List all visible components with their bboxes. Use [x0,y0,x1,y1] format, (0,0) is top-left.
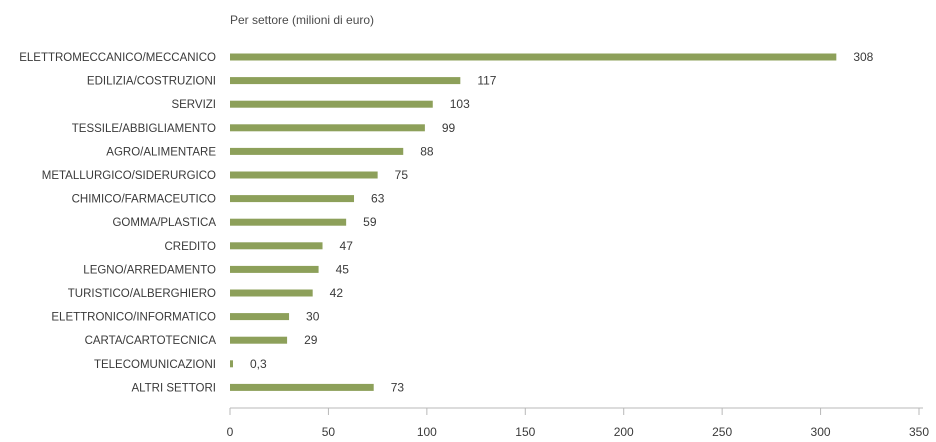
category-label: CREDITO [164,241,216,253]
x-tick-label: 300 [811,425,831,439]
value-label: 73 [391,380,405,394]
bar [230,265,319,273]
value-label: 45 [336,262,350,276]
x-tick-label: 350 [909,425,929,439]
value-label: 99 [442,121,456,135]
bar [230,124,425,132]
bar [230,218,347,226]
value-label: 308 [853,50,873,64]
value-label: 42 [330,286,344,300]
bar [230,336,288,344]
value-label: 103 [450,97,470,111]
bar [230,360,233,368]
value-label: 88 [420,144,434,158]
category-label: LEGNO/ARREDAMENTO [83,264,216,276]
x-axis: 0 50 100 150 200 250 300 350 [227,407,929,439]
x-tick-label: 200 [614,425,634,439]
bar [230,171,378,179]
category-label: GOMMA/PLASTICA [112,217,216,229]
x-tick-label: 250 [712,425,732,439]
category-label: ELETTROMECCANICO/MECCANICO [19,52,216,64]
x-tick-label: 0 [227,425,234,439]
category-label: METALLURGICO/SIDERURGICO [42,170,216,182]
category-label: CARTA/CARTOTECNICA [85,335,217,347]
category-label: CHIMICO/FARMACEUTICO [72,194,216,206]
value-label: 75 [395,168,409,182]
category-label: TESSILE/ABBIGLIAMENTO [72,123,216,135]
value-label: 29 [304,333,318,347]
value-label: 47 [340,239,354,253]
category-label: ELETTRONICO/INFORMATICO [51,312,216,324]
bar [230,100,433,108]
x-tick-label: 150 [515,425,535,439]
category-label: ALTRI SETTORI [131,382,216,394]
category-label: EDILIZIA/COSTRUZIONI [87,76,216,88]
bar [230,242,323,250]
chart-title: Per settore (milioni di euro) [230,13,374,27]
category-label: SERVIZI [171,99,216,111]
x-tick-label: 100 [417,425,437,439]
value-label: 63 [371,192,385,206]
bar [230,383,374,391]
value-label: 0,3 [250,357,267,371]
bar [230,195,355,203]
category-label: TELECOMUNICAZIONI [94,359,216,371]
value-label: 117 [477,74,496,88]
bar [230,53,837,61]
value-label: 30 [306,310,320,324]
category-label: TURISTICO/ALBERGHIERO [68,288,216,300]
value-label: 59 [363,215,377,229]
category-label: AGRO/ALIMENTARE [106,146,216,158]
bars-group: ELETTROMECCANICO/MECCANICO 308 EDILIZIA/CO… [19,50,873,394]
bar [230,147,404,155]
bar [230,289,313,297]
bar [230,77,461,85]
bar [230,313,290,321]
x-tick-label: 50 [322,425,336,439]
